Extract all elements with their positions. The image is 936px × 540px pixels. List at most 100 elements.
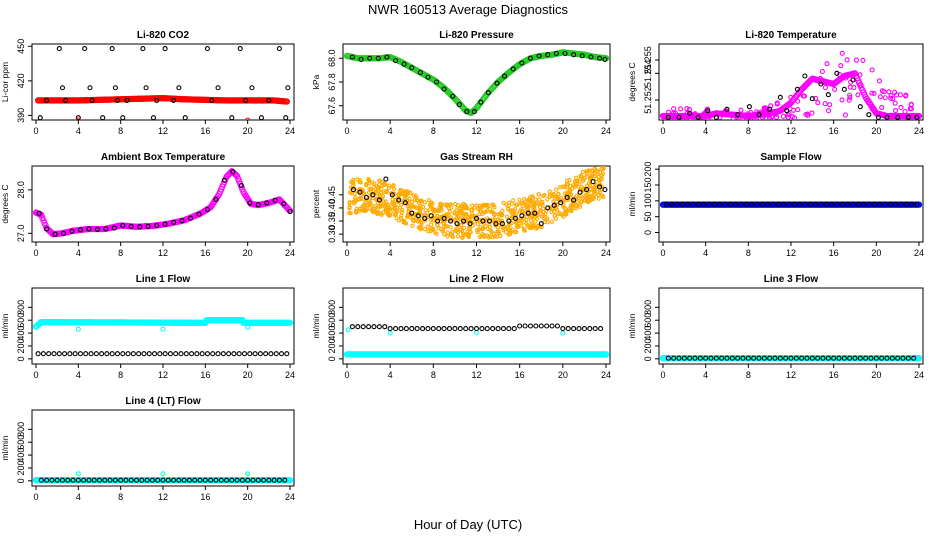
data-point-hourly xyxy=(349,324,355,330)
y-axis-label: kPa xyxy=(311,74,321,89)
data-point-individual xyxy=(124,97,130,103)
data-point-hourly xyxy=(502,73,508,79)
panel-title: Li-820 Pressure xyxy=(439,30,514,41)
data-point-scatter xyxy=(595,169,600,174)
data-point-scatter xyxy=(429,204,434,209)
data-point-hourly xyxy=(409,210,415,216)
data-point-hourly xyxy=(727,201,733,207)
data-point-scatter xyxy=(740,115,746,120)
data-point-hourly xyxy=(230,169,236,175)
data-point-hourly xyxy=(876,201,883,207)
data-point-hourly xyxy=(44,477,50,483)
x-tick-label: 16 xyxy=(200,248,210,258)
data-point-scatter xyxy=(400,207,405,213)
data-point-scatter xyxy=(596,174,601,180)
data-point-hourly xyxy=(282,477,288,483)
data-point-individual xyxy=(109,46,115,52)
data-point-hourly xyxy=(764,201,771,207)
data-point-hourly xyxy=(452,326,458,332)
data-point-scatter xyxy=(809,110,815,116)
data-point-spikes xyxy=(75,471,81,477)
y-tick-label: 800 xyxy=(327,300,337,315)
data-point-hourly xyxy=(748,201,755,207)
y-tick-label: 200 xyxy=(643,162,653,177)
data-point-scatter xyxy=(371,185,376,190)
data-point-scatter xyxy=(503,229,509,235)
data-point-scatter xyxy=(537,197,542,202)
data-point-scatter xyxy=(358,180,363,185)
data-point-scatter xyxy=(705,111,711,117)
data-point-hourly xyxy=(430,326,436,332)
data-point-hourly xyxy=(355,324,361,330)
data-point-scatter xyxy=(748,109,754,115)
data-point-hourly xyxy=(145,223,151,229)
data-point-hourly xyxy=(751,355,757,361)
data-point-scatter xyxy=(900,115,906,120)
data-point-scatter xyxy=(477,203,483,208)
x-tick-label: 20 xyxy=(243,370,253,380)
data-point-scatter xyxy=(358,195,363,201)
data-point-individual xyxy=(229,115,235,120)
data-point-individual xyxy=(143,85,149,91)
data-point-scatter xyxy=(352,191,357,196)
data-point-hourly xyxy=(434,79,440,85)
data-point-hourly xyxy=(767,355,773,361)
data-point-scatter xyxy=(453,228,458,233)
data-point-hourly xyxy=(46,351,52,357)
data-point-scatter xyxy=(395,209,400,214)
data-point-hourly xyxy=(247,351,253,357)
data-point-scatter xyxy=(672,110,678,116)
y-tick-label: 0.45 xyxy=(327,186,337,204)
data-point-hourly xyxy=(602,187,608,193)
data-point-scatter xyxy=(390,200,395,205)
data-point-hourly xyxy=(278,351,285,357)
data-point-scatter xyxy=(401,219,406,225)
data-point-scatter xyxy=(580,179,586,184)
data-point-hourly xyxy=(221,177,227,183)
data-point-scatter xyxy=(879,105,885,111)
data-point-individual xyxy=(87,85,93,91)
data-point-scatter xyxy=(529,214,534,220)
data-point-scatter xyxy=(730,115,736,120)
data-point-hourly xyxy=(784,108,790,114)
data-point-hourly xyxy=(770,201,776,207)
data-point-scatter xyxy=(774,114,780,120)
data-point-hourly xyxy=(349,54,355,60)
data-point-hourly xyxy=(754,201,760,207)
data-point-hourly xyxy=(783,355,789,361)
data-point-scatter xyxy=(525,224,531,229)
data-point-scatter xyxy=(584,192,589,197)
data-point-hourly xyxy=(276,477,282,483)
x-tick-label: 4 xyxy=(76,370,81,380)
data-point-scatter xyxy=(363,199,368,204)
data-point-hourly xyxy=(44,226,50,232)
data-point-hourly xyxy=(703,355,709,361)
data-point-hourly xyxy=(687,110,693,116)
data-point-hourly xyxy=(435,218,441,224)
data-point-hourly xyxy=(436,326,442,332)
data-point-scatter xyxy=(495,234,500,239)
data-point-hourly xyxy=(545,205,551,211)
data-point-scatter xyxy=(738,107,744,113)
data-point-scatter xyxy=(500,208,505,213)
data-point-scatter xyxy=(773,111,779,117)
data-point-hourly xyxy=(729,355,735,361)
data-point-scatter xyxy=(882,95,888,101)
data-point-hourly xyxy=(77,227,83,233)
data-point-hourly xyxy=(468,326,474,332)
data-point-hourly xyxy=(873,355,879,361)
data-point-scatter xyxy=(392,205,397,211)
x-tick-label: 4 xyxy=(703,126,708,136)
data-point-scatter xyxy=(678,106,684,112)
data-point-hourly xyxy=(370,192,376,198)
data-point-hourly xyxy=(54,477,60,483)
data-point-hourly xyxy=(596,184,603,190)
data-point-hourly xyxy=(192,477,198,483)
data-point-scatter xyxy=(523,199,528,204)
x-tick-label: 12 xyxy=(786,126,796,136)
data-point-hourly xyxy=(425,326,431,332)
x-tick-label: 16 xyxy=(515,370,525,380)
data-point-hourly xyxy=(231,351,237,357)
data-point-scatter xyxy=(392,212,398,217)
data-point-hourly xyxy=(441,86,447,92)
